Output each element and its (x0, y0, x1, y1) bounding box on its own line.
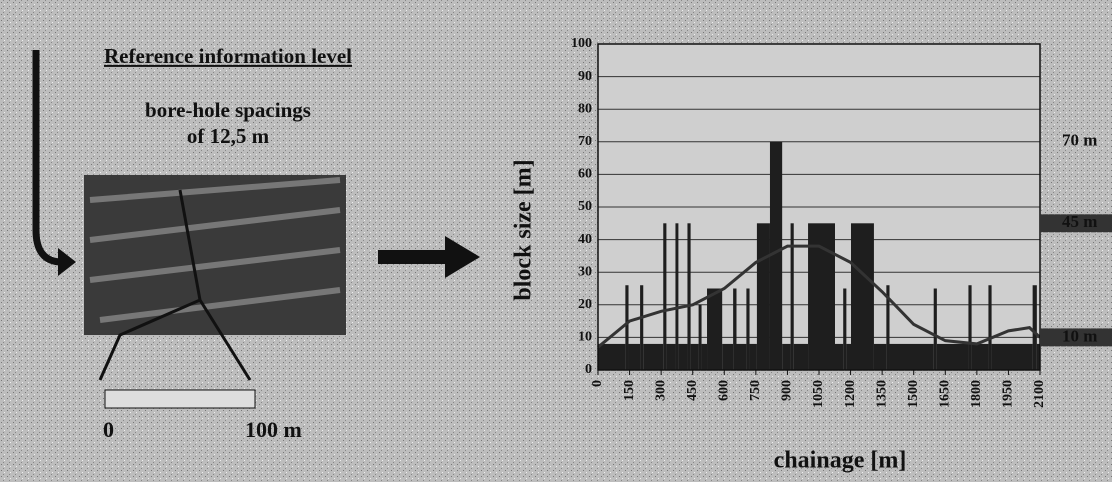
bar (1033, 285, 1037, 370)
bar (794, 344, 808, 370)
bar (972, 344, 989, 370)
bar (874, 344, 886, 370)
scale-start: 0 (103, 417, 114, 442)
bar (846, 344, 851, 370)
borehole-row (105, 390, 255, 408)
bar (699, 305, 702, 370)
y-tick-label: 70 (578, 134, 592, 149)
bar (736, 344, 746, 370)
bar (843, 289, 846, 371)
y-axis-label: block size [m] (511, 159, 537, 300)
bar (851, 223, 874, 370)
bar (687, 223, 690, 370)
y-tick-label: 10 (578, 330, 592, 345)
bar (663, 223, 666, 370)
page: Reference information level bore-hole sp… (0, 0, 1112, 482)
x-tick-label: 1800 (969, 380, 984, 408)
y-tick-label: 30 (578, 264, 592, 279)
right-arrow (378, 250, 448, 264)
y-tick-label: 40 (578, 232, 592, 247)
bar (992, 344, 1033, 370)
bar (746, 289, 749, 371)
bar (770, 142, 782, 370)
annotation: 70 m (1062, 131, 1097, 150)
x-tick-label: 1950 (1001, 380, 1016, 408)
y-tick-label: 60 (578, 167, 592, 182)
x-tick-label: 1650 (938, 380, 953, 408)
bar (937, 344, 969, 370)
bar (757, 223, 770, 370)
bar (750, 344, 757, 370)
caption: of 12,5 m (187, 124, 270, 148)
y-tick-label: 50 (578, 199, 592, 214)
x-tick-label: 750 (748, 380, 763, 401)
y-tick-label: 90 (578, 69, 592, 84)
bar (782, 344, 790, 370)
bar (675, 223, 678, 370)
y-tick-label: 0 (585, 362, 592, 377)
x-tick-label: 600 (717, 380, 732, 401)
x-tick-label: 150 (622, 380, 637, 401)
bar (988, 285, 991, 370)
x-tick-label: 2100 (1032, 380, 1047, 408)
bar (598, 344, 625, 370)
scale-end: 100 m (245, 417, 302, 442)
figure: Reference information level bore-hole sp… (0, 0, 1112, 482)
x-tick-label: 1500 (906, 380, 921, 408)
x-tick-label: 900 (780, 380, 795, 401)
x-tick-label: 450 (685, 380, 700, 401)
x-tick-label: 1050 (811, 380, 826, 408)
x-tick-label: 1200 (843, 380, 858, 408)
bar (629, 344, 641, 370)
bar (702, 344, 707, 370)
x-axis-label: chainage [m] (774, 448, 907, 474)
x-tick-label: 300 (653, 380, 668, 401)
bar (678, 344, 687, 370)
heading: Reference information level (104, 44, 352, 68)
bar (835, 344, 843, 370)
bar (640, 285, 643, 370)
bar (625, 285, 628, 370)
x-tick-label: 0 (590, 380, 605, 387)
bar (722, 344, 733, 370)
bar (643, 344, 663, 370)
bar (666, 344, 675, 370)
caption: bore-hole spacings (145, 98, 311, 122)
bar (890, 344, 934, 370)
bar (968, 285, 971, 370)
y-tick-label: 20 (578, 297, 592, 312)
annotation: 45 m (1062, 212, 1097, 231)
annotation: 10 m (1062, 326, 1097, 345)
bar (707, 289, 722, 371)
bar (691, 344, 699, 370)
y-tick-label: 100 (571, 36, 592, 51)
bar (934, 289, 937, 371)
x-tick-label: 1350 (874, 380, 889, 408)
y-tick-label: 80 (578, 101, 592, 116)
bar (733, 289, 736, 371)
